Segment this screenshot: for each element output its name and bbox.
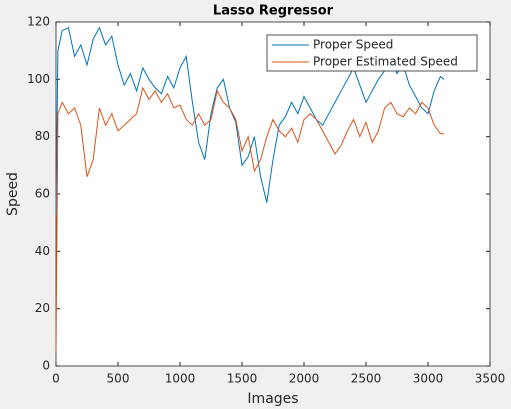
series-line: [55, 26, 445, 215]
x-tick-label: 2500: [351, 372, 382, 386]
y-tick-label: 120: [27, 15, 50, 29]
y-tick-label: 80: [35, 129, 50, 143]
y-tick-label: 40: [35, 244, 50, 258]
x-tick-label: 3000: [413, 372, 444, 386]
x-axis-label: Images: [247, 391, 298, 407]
series-line: [55, 86, 445, 352]
x-tick-label: 1000: [165, 372, 196, 386]
plot-area: [56, 22, 490, 366]
x-tick-label: 1500: [227, 372, 258, 386]
y-tick-label: 60: [35, 187, 50, 201]
legend-box: [266, 34, 478, 72]
x-tick-label: 0: [52, 372, 60, 386]
y-tick-label: 0: [42, 359, 50, 373]
legend-label: Proper Speed: [313, 38, 393, 52]
y-tick-label: 100: [27, 72, 50, 86]
chart-title: Lasso Regressor: [213, 4, 334, 19]
y-axis-label: Speed: [5, 172, 21, 216]
x-tick-label: 500: [107, 372, 130, 386]
legend-label: Proper Estimated Speed: [313, 55, 458, 69]
y-tick-label: 20: [35, 301, 50, 315]
x-tick-label: 2000: [289, 372, 320, 386]
x-tick-label: 3500: [475, 372, 506, 386]
